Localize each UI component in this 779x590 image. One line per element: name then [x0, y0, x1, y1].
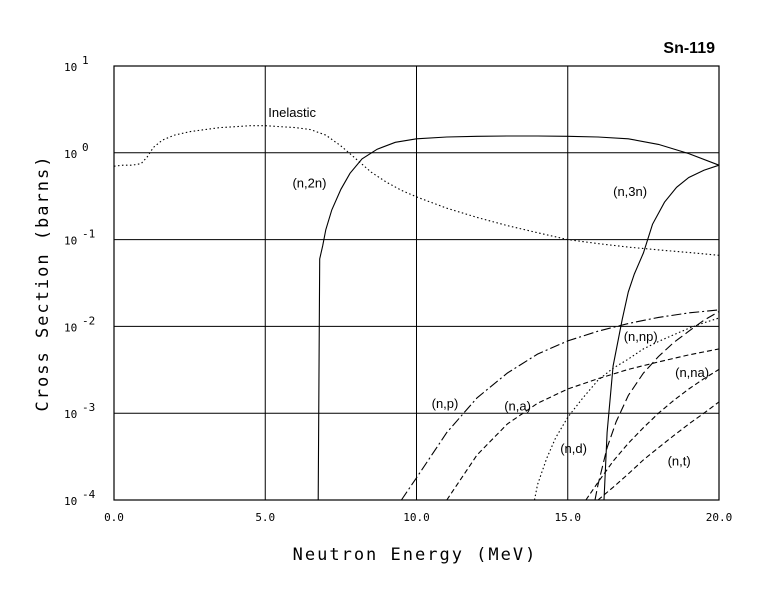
y-tick-label: 10 -3: [64, 401, 95, 421]
curve-label: (n,d): [560, 441, 587, 456]
y-tick-label: 10 0: [64, 141, 89, 161]
y-tick-label: 10 -2: [64, 314, 95, 334]
y-tick-base: 10: [64, 408, 77, 421]
y-tick-base: 10: [64, 235, 77, 248]
x-tick-label: 0.0: [104, 511, 124, 524]
y-tick-label: 10 -4: [64, 488, 96, 508]
x-axis-label: Neutron Energy (MeV): [293, 545, 538, 565]
series-layer: [113, 125, 720, 501]
series-line: [317, 135, 720, 501]
curve-label: (n,2n): [292, 175, 326, 190]
curve-label: (n,3n): [613, 184, 647, 199]
curve-labels: Inelastic (n,2n) (n,3n) (n,p) (n,a) (n,d) (n,n…: [268, 105, 709, 469]
chart-title: Sn-119: [663, 40, 715, 57]
x-tick-label: 20.0: [706, 511, 733, 524]
series-line: [597, 401, 720, 501]
curve-label: (n,np): [624, 329, 658, 344]
y-tick-base: 10: [64, 321, 77, 334]
plot-frame: [113, 65, 720, 501]
x-tick-label: 5.0: [255, 511, 275, 524]
series-line: [400, 309, 720, 501]
y-tick-label: 10 -1: [64, 228, 95, 248]
y-tick-label: 10 1: [64, 54, 89, 74]
series-line: [594, 311, 720, 501]
y-axis-label: Cross Section (barns): [33, 155, 53, 412]
curve-label: (n,na): [675, 365, 709, 380]
y-tick-exponent: 1: [82, 54, 89, 67]
curve-label: (n,a): [504, 398, 531, 413]
curve-label: (n,t): [668, 453, 691, 468]
curve-label: Inelastic: [268, 105, 316, 120]
y-tick-base: 10: [64, 148, 77, 161]
y-tick-base: 10: [64, 61, 77, 74]
y-tick-exponent: -2: [82, 314, 95, 327]
x-tick-labels: 0.0 5.0 10.0 15.0 20.0: [104, 511, 732, 524]
series-line: [113, 125, 720, 256]
series-line: [533, 317, 720, 501]
y-tick-base: 10: [64, 495, 77, 508]
series-line: [603, 164, 720, 501]
y-tick-exponent: -1: [82, 228, 95, 241]
y-tick-exponent: -4: [82, 488, 96, 501]
series-line: [446, 348, 720, 501]
x-tick-label: 10.0: [403, 511, 430, 524]
grid-lines: [114, 66, 719, 500]
y-tick-labels: 10 1 10 0 10 -1 10 -2 10 -3 10 -4: [64, 54, 96, 508]
series-line: [585, 368, 720, 501]
curve-label: (n,p): [432, 396, 459, 411]
x-tick-label: 15.0: [555, 511, 582, 524]
y-tick-exponent: 0: [82, 141, 89, 154]
y-tick-exponent: -3: [82, 401, 95, 414]
